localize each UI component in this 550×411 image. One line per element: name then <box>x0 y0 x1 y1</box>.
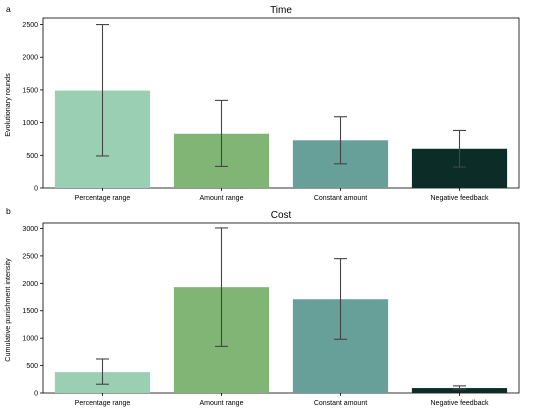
error-bar-percentage-range-a <box>96 23 109 157</box>
error-bar-amount-range-a <box>215 99 228 167</box>
x-tick-label: Amount range <box>200 400 244 407</box>
y-tick-label: 2500 <box>22 22 38 29</box>
x-tick-label: Constant amount <box>314 400 367 407</box>
x-tick-label: Amount range <box>200 195 244 202</box>
y-tick-label: 2000 <box>22 281 38 288</box>
chart-title-b: Cost <box>271 210 292 221</box>
error-bar-amount-range-b <box>215 227 228 347</box>
chart-panel-b: b Cost Cumulative punishment intensity 0… <box>3 206 520 407</box>
error-bar-percentage-range-b <box>96 358 109 385</box>
y-tick-label: 1500 <box>22 308 38 315</box>
y-tick-label: 500 <box>26 363 38 370</box>
bars-b <box>54 287 508 393</box>
error-bar-constant-amount-b <box>334 258 347 340</box>
chart-title-a: Time <box>270 5 292 16</box>
error-bar-constant-amount-a <box>334 116 347 165</box>
x-tick-label: Percentage range <box>75 400 131 407</box>
y-axis-label-b: Cumulative punishment intensity <box>3 258 12 362</box>
chart-panel-a: a Time Evolutionary rounds 0 500 1000 1500 2… <box>3 4 520 202</box>
x-axis-b: Percentage range Amount range Constant amo… <box>75 393 489 407</box>
panel-label-b: b <box>6 206 11 216</box>
bars-a <box>54 90 508 188</box>
plot-frame-a <box>42 17 520 189</box>
bar-negative-feedback-b <box>411 388 508 393</box>
panel-label-a: a <box>6 4 11 14</box>
x-tick-label: Percentage range <box>75 195 131 202</box>
x-tick-label: Negative feedback <box>431 195 489 202</box>
y-axis-b: 0 500 1000 1500 2000 2500 3000 <box>22 226 43 398</box>
y-axis-a: 0 500 1000 1500 2000 2500 <box>22 22 43 193</box>
y-tick-label: 1500 <box>22 87 38 94</box>
y-tick-label: 1000 <box>22 336 38 343</box>
x-tick-label: Negative feedback <box>431 400 489 407</box>
error-bar-negative-feedback-b <box>453 385 466 390</box>
x-tick-label: Constant amount <box>314 195 367 202</box>
error-bars-b <box>96 227 466 390</box>
error-bars-a <box>96 23 466 168</box>
y-tick-label: 3000 <box>22 226 38 233</box>
y-tick-label: 1000 <box>22 120 38 127</box>
y-tick-label: 2000 <box>22 55 38 62</box>
plot-frame-b <box>42 222 520 394</box>
y-tick-label: 0 <box>34 186 38 193</box>
y-tick-label: 500 <box>26 153 38 160</box>
y-tick-label: 0 <box>34 391 38 398</box>
y-tick-label: 2500 <box>22 253 38 260</box>
y-axis-label-a: Evolutionary rounds <box>3 73 12 137</box>
error-bar-negative-feedback-a <box>453 129 466 168</box>
x-axis-a: Percentage range Amount range Constant amo… <box>75 188 489 202</box>
